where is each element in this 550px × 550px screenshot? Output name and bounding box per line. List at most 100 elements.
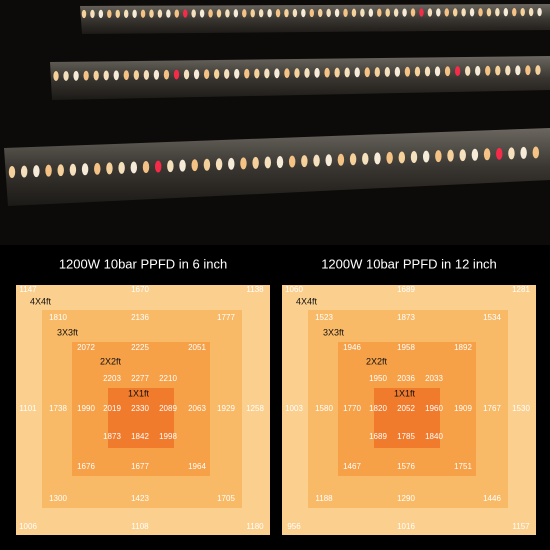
led: [20, 165, 28, 178]
led: [435, 150, 442, 163]
led: [133, 70, 139, 80]
ppfd-value: 1705: [217, 494, 235, 503]
led: [304, 67, 310, 78]
led: [154, 160, 162, 173]
ppfd-value: 1842: [131, 432, 149, 441]
led: [284, 68, 290, 79]
ppfd-value: 1751: [454, 462, 472, 471]
ppfd-value: 2051: [188, 343, 206, 352]
led: [393, 8, 399, 17]
ppfd-value: 1840: [425, 432, 443, 441]
ppfd-value: 1892: [454, 343, 472, 352]
led: [123, 9, 129, 18]
led: [53, 71, 59, 81]
zone-area: [108, 388, 174, 448]
led: [351, 8, 357, 17]
led: [496, 147, 503, 160]
ppfd-value: 1157: [512, 522, 530, 531]
led: [385, 8, 390, 17]
led: [325, 154, 332, 167]
led: [495, 8, 500, 17]
led: [216, 9, 222, 18]
ppfd-value: 1523: [315, 313, 333, 322]
ppfd-value: 2063: [188, 404, 206, 413]
led: [284, 8, 289, 18]
led: [275, 9, 281, 18]
led: [485, 65, 491, 76]
led: [123, 70, 129, 81]
led: [294, 68, 300, 79]
led: [63, 70, 69, 81]
ppfd-value: 1258: [246, 404, 264, 413]
led: [360, 8, 365, 17]
led: [113, 70, 119, 81]
led: [313, 154, 320, 167]
led: [503, 8, 509, 17]
led: [309, 8, 315, 18]
ppfd-value: 1670: [131, 285, 149, 294]
led: [191, 159, 198, 172]
zone-label: 3X3ft: [323, 327, 345, 337]
led: [45, 164, 52, 177]
led: [483, 148, 491, 161]
led: [344, 67, 350, 78]
led: [106, 162, 113, 175]
led: [115, 9, 120, 19]
led: [452, 8, 458, 17]
led: [374, 67, 380, 78]
led: [410, 8, 416, 17]
led: [386, 151, 393, 164]
led: [179, 159, 186, 172]
led: [334, 67, 340, 78]
led: [532, 146, 540, 159]
ppfd-value: 2036: [397, 374, 415, 383]
led: [495, 65, 501, 76]
led: [528, 7, 534, 17]
ppfd-value: 1946: [343, 343, 361, 352]
zone-label: 2X2ft: [100, 356, 122, 366]
led: [465, 66, 471, 76]
ppfd-value: 2072: [77, 343, 95, 352]
ppfd-value: 1677: [131, 462, 149, 471]
ppfd-value: 2277: [131, 374, 149, 383]
led: [326, 8, 331, 18]
map-title: 1200W 10bar PPFD in 6 inch: [59, 256, 227, 271]
led: [444, 8, 450, 17]
ppfd-value: 1138: [246, 285, 264, 294]
ppfd-value: 1770: [343, 404, 361, 413]
led: [242, 9, 247, 18]
led: [94, 162, 101, 175]
led: [314, 67, 320, 78]
led: [183, 69, 190, 80]
ppfd-value: 1689: [369, 432, 387, 441]
led: [436, 8, 441, 17]
light-bars: [4, 4, 550, 206]
ppfd-value: 1300: [49, 494, 67, 503]
led: [398, 151, 406, 164]
map-title: 1200W 10bar PPFD in 12 inch: [321, 256, 497, 271]
led: [349, 153, 357, 166]
led: [469, 8, 475, 17]
led: [233, 9, 239, 18]
led: [478, 8, 483, 17]
led: [422, 150, 430, 163]
led: [384, 67, 391, 77]
led: [173, 69, 180, 80]
led: [203, 69, 210, 80]
led: [427, 8, 433, 17]
ppfd-value: 1446: [483, 494, 501, 503]
led: [486, 8, 492, 17]
led: [203, 158, 211, 171]
ppfd-value: 1960: [425, 404, 443, 413]
led: [143, 69, 150, 80]
led: [515, 65, 521, 76]
ppfd-value: 1676: [77, 462, 95, 471]
led: [81, 163, 89, 176]
led: [414, 66, 421, 77]
led: [471, 148, 479, 161]
led: [213, 69, 220, 79]
led: [228, 157, 235, 170]
ppfd-value: 1530: [512, 404, 530, 413]
ppfd-value: 1188: [315, 494, 333, 503]
